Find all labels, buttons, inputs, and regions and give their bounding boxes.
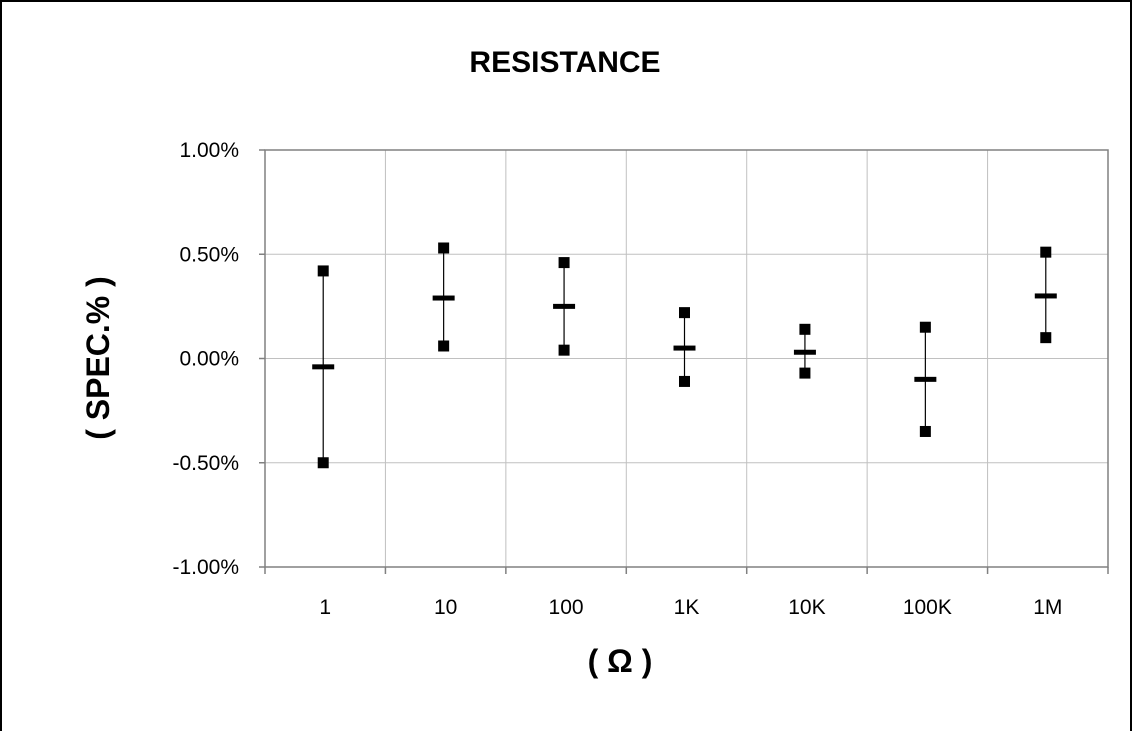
min-marker <box>438 340 450 352</box>
y-axis-title: ( SPEC.% ) <box>80 276 116 440</box>
mean-marker <box>312 364 335 370</box>
x-tick-label: 10 <box>434 596 457 619</box>
x-tick-label: 1M <box>1033 596 1062 619</box>
y-tick-label: 0.50% <box>179 243 239 266</box>
max-marker <box>679 307 690 319</box>
axes <box>259 149 1109 574</box>
min-marker <box>919 425 931 437</box>
min-marker <box>799 367 811 379</box>
max-marker <box>1040 246 1052 258</box>
min-marker <box>679 375 690 387</box>
mean-marker <box>432 295 455 301</box>
y-tick-label: 1.00% <box>179 139 239 162</box>
mean-marker <box>673 345 696 351</box>
max-marker <box>799 323 811 335</box>
min-marker <box>317 457 329 469</box>
x-tick-labels: 1 10 100 1K 10K 100K 1M <box>319 596 1062 619</box>
y-tick-label: -0.50% <box>172 452 239 475</box>
max-marker <box>558 257 570 269</box>
y-tick-labels: 1.00% 0.50% 0.00% -0.50% -1.00% <box>172 139 239 579</box>
min-marker <box>558 344 570 356</box>
x-tick-label: 100 <box>549 596 584 619</box>
mean-marker <box>914 376 937 382</box>
mean-marker <box>793 349 816 355</box>
x-tick-label: 10K <box>788 596 825 619</box>
x-tick-label: 1K <box>674 596 700 619</box>
x-axis-title: ( Ω ) <box>588 643 653 679</box>
data-series <box>312 242 1057 469</box>
min-marker <box>1040 332 1052 344</box>
mean-marker <box>1034 293 1057 299</box>
max-marker <box>919 321 931 333</box>
grid <box>265 149 1108 568</box>
x-tick-label: 100K <box>903 596 952 619</box>
y-tick-label: 0.00% <box>179 348 239 371</box>
max-marker <box>438 242 450 254</box>
mean-marker <box>553 303 576 309</box>
x-tick-label: 1 <box>319 596 331 619</box>
chart-title: RESISTANCE <box>469 46 660 79</box>
y-tick-label: -1.00% <box>172 556 239 579</box>
max-marker <box>317 265 329 277</box>
